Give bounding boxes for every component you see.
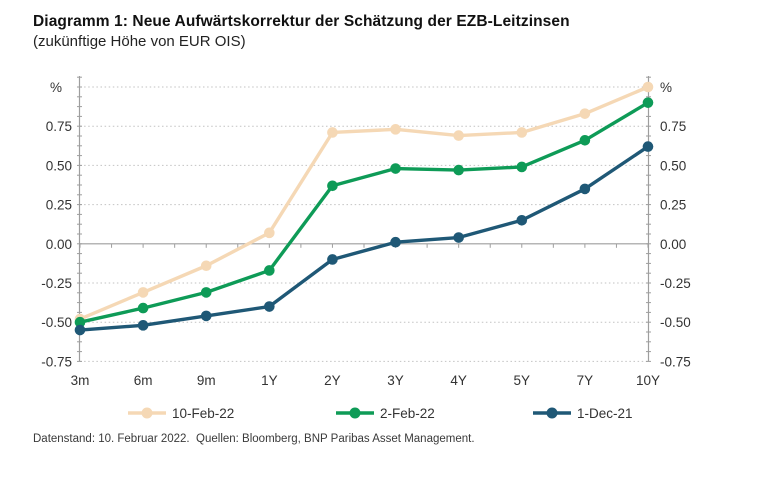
data-point-10-Feb-22-7Y (579, 108, 591, 119)
y-tick-label-right: 0.75 (660, 119, 686, 134)
legend-item-1-Dec-21: 1-Dec-21 (533, 406, 633, 421)
y-tick-label-left: 0.25 (46, 198, 72, 213)
y-tick-label-left: -0.50 (41, 315, 72, 330)
y-tick-label-right: -0.75 (660, 354, 691, 369)
data-point-1-Dec-21-1Y (264, 301, 275, 312)
legend-marker-dot (349, 407, 361, 419)
legend-label: 2-Feb-22 (380, 406, 435, 421)
legend-marker-dot (546, 407, 558, 419)
x-tick-label-7Y: 7Y (577, 373, 594, 388)
x-tick-label-4Y: 4Y (450, 373, 467, 388)
data-point-1-Dec-21-4Y (453, 232, 464, 243)
line-chart-svg: % % 0.75 0.75 0.50 0.50 0.25 0.25 0.00 0.00 -0.25 -… (41, 76, 691, 421)
series-line-1-Dec-21 (78, 144, 650, 332)
data-point-1-Dec-21-3Y (390, 236, 401, 248)
legend-label: 10-Feb-22 (172, 406, 234, 421)
data-point-2-Feb-22-10Y (642, 97, 654, 108)
data-point-2-Feb-22-1Y (264, 265, 275, 276)
chart-subtitle: (zukünftige Höhe von EUR OIS) (33, 33, 246, 50)
line-chart: %% 0.75 0.75 0.50 0.50 0.25 0.25 0.00 0.00 -0.25 -… (0, 70, 775, 430)
y-tick-label-right: 0.50 (660, 158, 686, 173)
data-point-10-Feb-22-2Y (327, 127, 338, 138)
y-tick-label-left: 0.50 (46, 158, 72, 173)
y-tick-label-left: -0.75 (41, 354, 72, 369)
x-tick-label-2Y: 2Y (324, 373, 341, 388)
y-tick-label-right: -0.50 (660, 315, 691, 330)
data-point-2-Feb-22-6m (137, 302, 149, 314)
data-point-1-Dec-21-7Y (579, 183, 591, 195)
x-tick-label-1Y: 1Y (261, 373, 278, 388)
x-tick-label-6m: 6m (134, 373, 153, 388)
series-line-10-Feb-22 (78, 85, 650, 321)
data-point-1-Dec-21-3m (74, 324, 86, 336)
data-point-1-Dec-21-9m (200, 310, 212, 322)
y-tick-label-right: 0.00 (660, 237, 686, 252)
data-point-10-Feb-22-1Y (264, 227, 275, 239)
data-point-2-Feb-22-7Y (579, 135, 591, 146)
data-point-10-Feb-22-3Y (390, 124, 401, 135)
percent-label-right: % (660, 80, 672, 95)
data-point-1-Dec-21-6m (137, 320, 149, 331)
data-point-2-Feb-22-2Y (327, 180, 338, 192)
legend-label: 1-Dec-21 (577, 406, 633, 421)
data-point-10-Feb-22-4Y (453, 130, 464, 141)
y-tick-label-right: 0.25 (660, 198, 686, 213)
x-tick-label-5Y: 5Y (514, 373, 531, 388)
data-point-10-Feb-22-6m (137, 287, 149, 298)
y-tick-label-left: 0.75 (46, 119, 72, 134)
legend-item-2-Feb-22: 2-Feb-22 (336, 406, 435, 421)
data-point-10-Feb-22-10Y (642, 81, 654, 93)
data-point-1-Dec-21-2Y (327, 254, 338, 265)
data-point-2-Feb-22-3m (74, 316, 86, 328)
data-point-10-Feb-22-9m (200, 260, 212, 272)
data-point-1-Dec-21-5Y (516, 214, 528, 226)
percent-label-left: % (50, 80, 62, 95)
x-tick-label-10Y: 10Y (636, 373, 660, 388)
data-point-2-Feb-22-9m (200, 287, 212, 298)
data-point-2-Feb-22-4Y (453, 164, 464, 176)
x-tick-label-3Y: 3Y (387, 373, 404, 388)
data-point-2-Feb-22-5Y (516, 161, 528, 173)
series-line-2-Feb-22 (78, 100, 650, 324)
legend-item-10-Feb-22: 10-Feb-22 (128, 406, 234, 421)
legend-marker-dot (141, 407, 153, 419)
y-tick-label-left: -0.25 (41, 276, 72, 291)
data-point-1-Dec-21-10Y (642, 141, 654, 152)
data-point-10-Feb-22-5Y (516, 127, 528, 138)
chart-title: Diagramm 1: Neue Aufwärtskorrektur der S… (33, 13, 570, 30)
x-tick-label-3m: 3m (71, 373, 90, 388)
x-tick-label-9m: 9m (197, 373, 216, 388)
data-point-2-Feb-22-3Y (390, 163, 401, 174)
source-note: Datenstand: 10. Februar 2022. Quellen: B… (33, 433, 475, 445)
y-tick-label-right: -0.25 (660, 276, 691, 291)
y-tick-label-left: 0.00 (46, 237, 72, 252)
